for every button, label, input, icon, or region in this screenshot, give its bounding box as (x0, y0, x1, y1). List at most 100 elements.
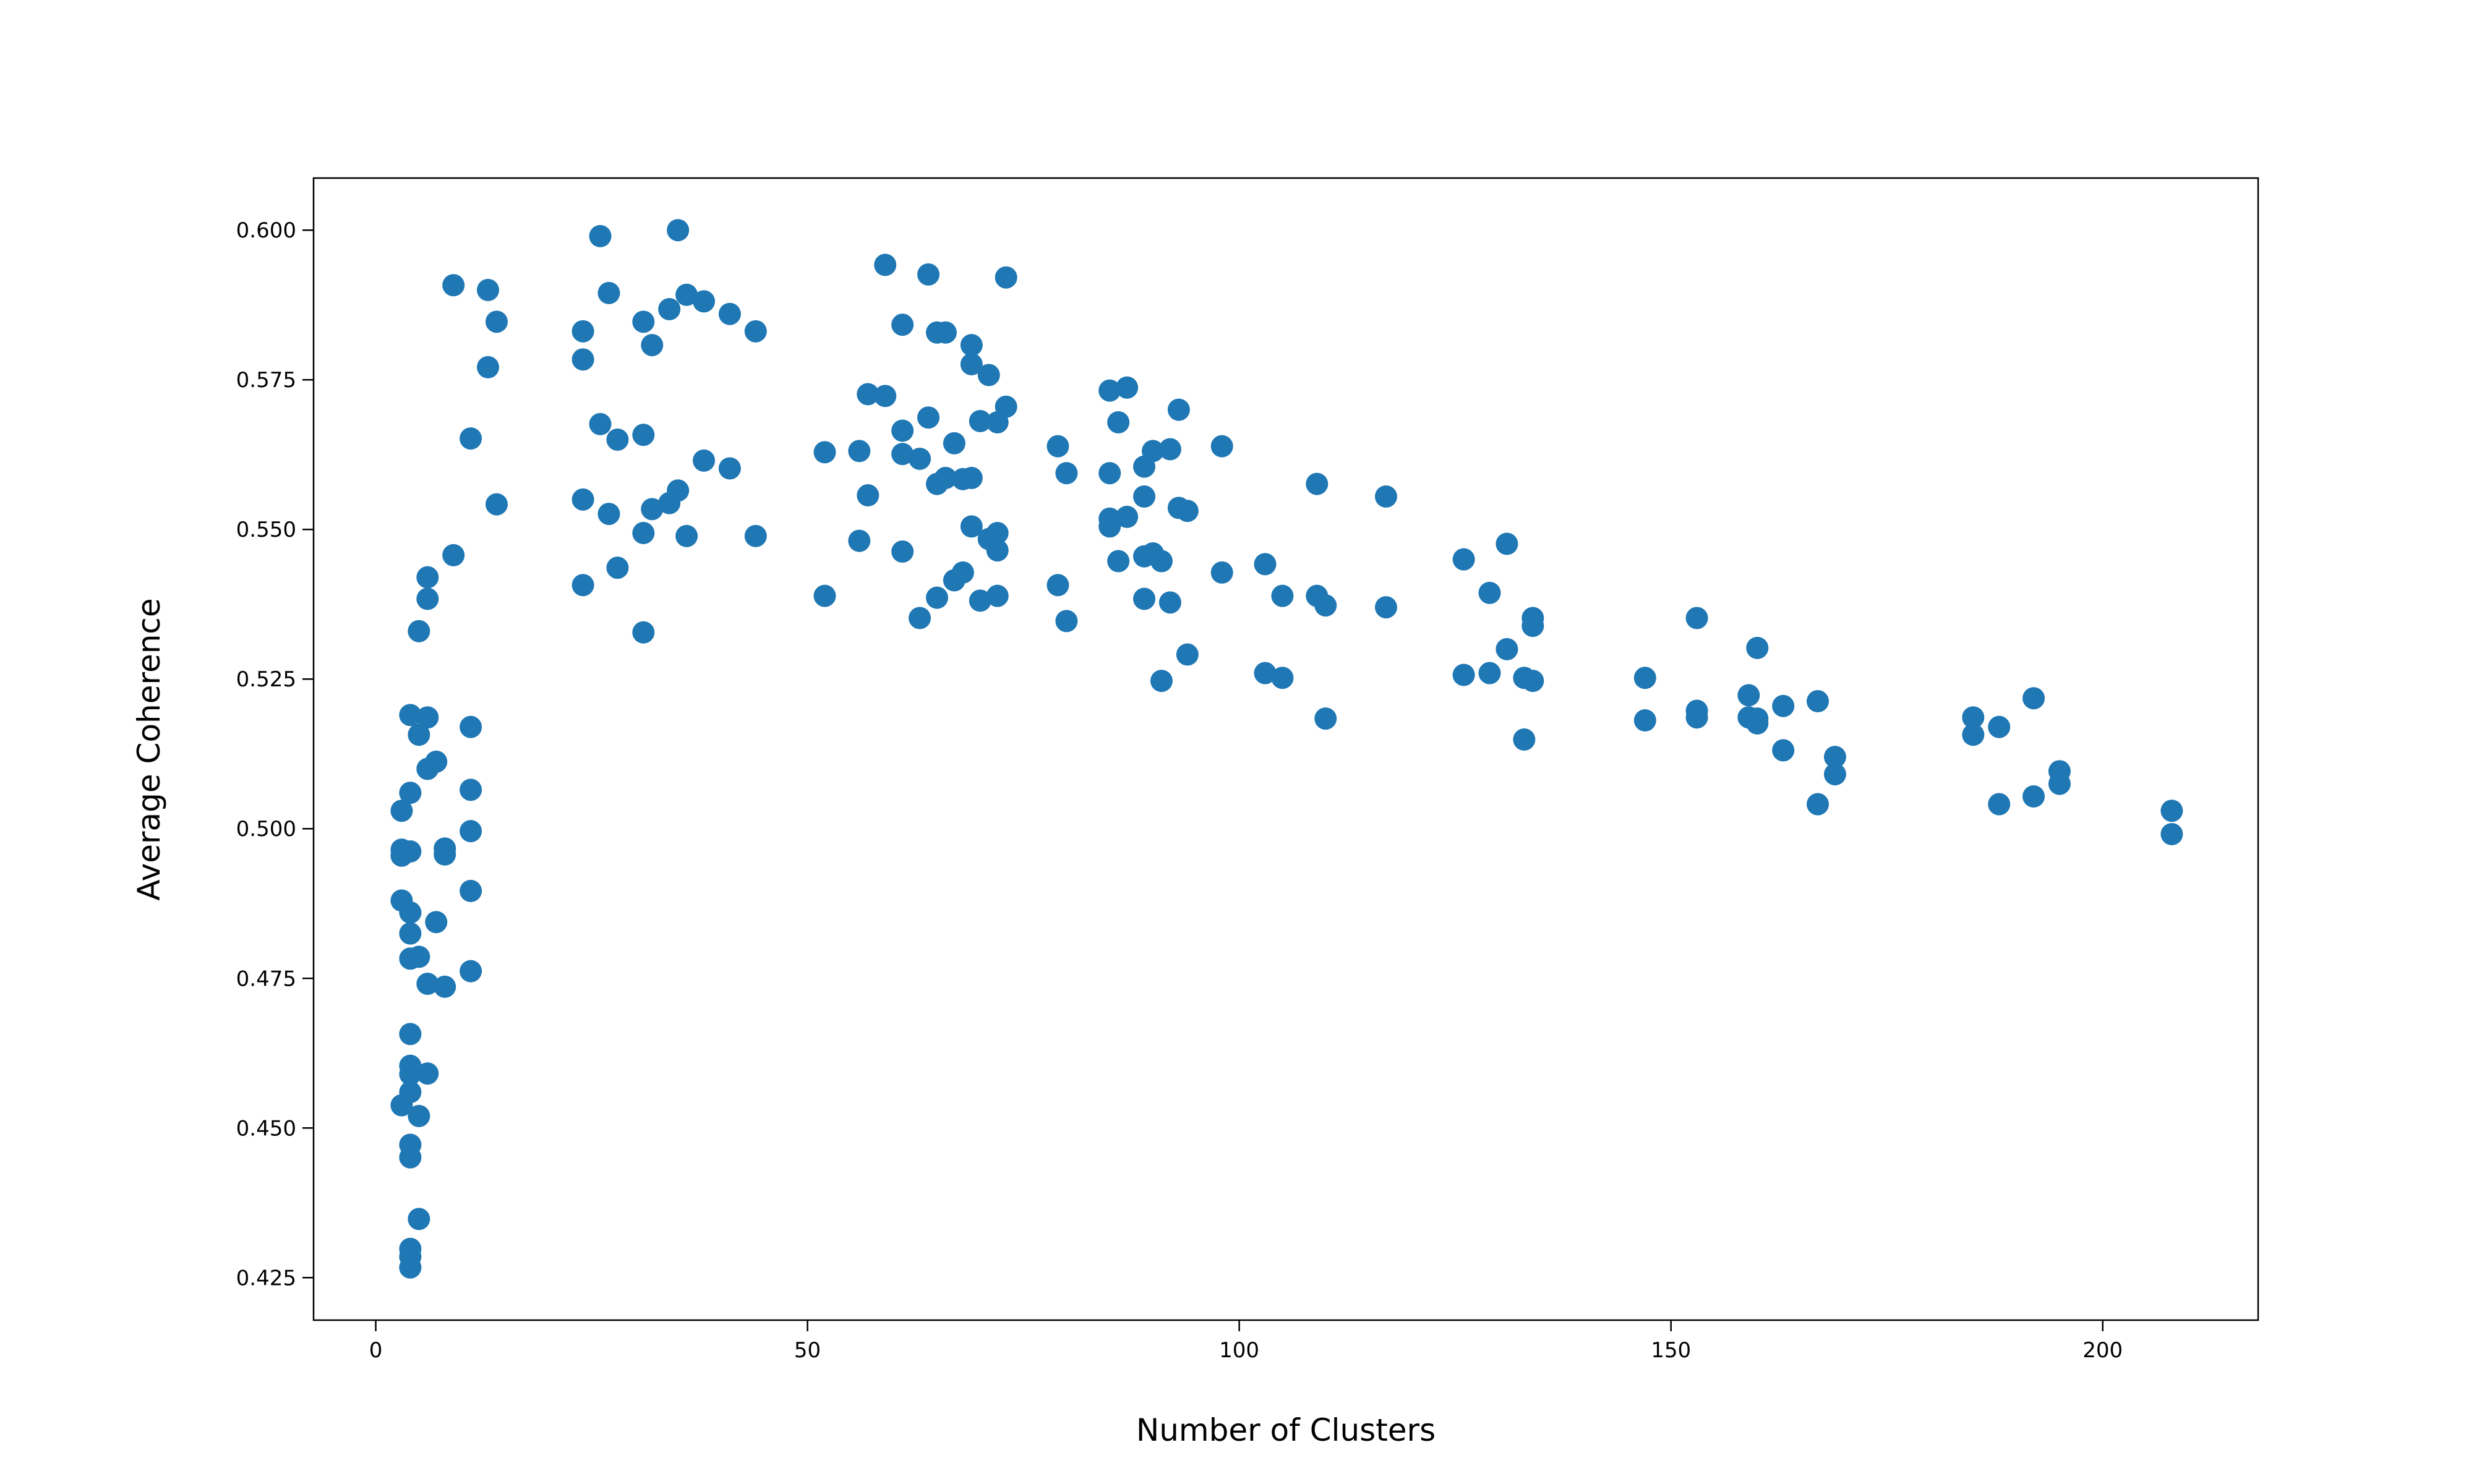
point (813, 584, 836, 607)
point (995, 395, 1017, 418)
point (571, 574, 594, 597)
point (1962, 706, 1985, 729)
point (1633, 709, 1656, 732)
point (1314, 594, 1337, 617)
point (597, 503, 620, 526)
point (1513, 728, 1536, 751)
x-tick-label: 100 (1219, 1338, 1259, 1363)
point (857, 484, 880, 507)
point (960, 334, 983, 357)
point (399, 1081, 422, 1104)
point (1271, 584, 1294, 607)
y-tick-label: 0.600 (236, 218, 296, 243)
point (425, 750, 448, 773)
point (960, 515, 983, 538)
point (909, 607, 931, 629)
point (1962, 723, 1985, 746)
point (1158, 591, 1181, 614)
point (1772, 694, 1795, 717)
point (1150, 550, 1173, 573)
point (399, 840, 422, 863)
point (934, 466, 957, 489)
y-tick-label: 0.525 (236, 667, 296, 692)
point (1496, 638, 1518, 660)
point (589, 224, 612, 247)
point (1158, 438, 1181, 461)
x-tick-label: 50 (794, 1338, 821, 1363)
point (632, 621, 655, 644)
point (675, 283, 698, 306)
point (390, 800, 413, 822)
point (1452, 548, 1475, 571)
point (1633, 667, 1656, 689)
point (1098, 379, 1121, 402)
point (571, 348, 594, 371)
point (1107, 411, 1130, 433)
point (1254, 553, 1277, 576)
point (718, 302, 741, 325)
point (1176, 643, 1199, 666)
point (1685, 607, 1708, 629)
point (408, 1208, 430, 1230)
point (399, 1146, 422, 1169)
point (1306, 472, 1329, 495)
point (399, 1256, 422, 1279)
y-tick-label: 0.550 (236, 518, 296, 542)
point (718, 457, 741, 480)
point (1522, 615, 1544, 638)
point (1746, 636, 1769, 659)
point (960, 466, 983, 489)
point (1988, 715, 2011, 738)
point (874, 254, 897, 276)
point (917, 263, 940, 286)
point (857, 383, 880, 406)
point (2160, 800, 2183, 822)
point (434, 843, 456, 866)
point (1254, 662, 1277, 684)
point (2022, 785, 2045, 808)
point (1167, 398, 1190, 421)
point (925, 586, 948, 609)
point (632, 310, 655, 333)
point (399, 1023, 422, 1046)
point (1133, 485, 1156, 508)
point (632, 424, 655, 446)
point (1116, 505, 1139, 528)
y-tick-label: 0.475 (236, 966, 296, 991)
point (408, 945, 430, 968)
point (1737, 684, 1760, 707)
point (813, 441, 836, 464)
point (460, 427, 482, 450)
point (1098, 515, 1121, 538)
point (399, 704, 422, 727)
point (632, 522, 655, 545)
point (667, 479, 690, 502)
point (399, 1063, 422, 1086)
point (434, 975, 456, 998)
point (1142, 440, 1165, 463)
point (485, 310, 508, 333)
point (744, 524, 767, 547)
point (934, 321, 957, 344)
y-tick-label: 0.575 (236, 368, 296, 393)
point (1478, 581, 1501, 604)
x-axis-label: Number of Clusters (1136, 1412, 1436, 1448)
point (408, 723, 430, 746)
point (1055, 610, 1078, 633)
point (1685, 706, 1708, 729)
point (399, 782, 422, 804)
point (960, 353, 983, 376)
point (606, 429, 629, 451)
point (693, 449, 716, 472)
point (1746, 712, 1769, 735)
point (408, 620, 430, 642)
point (425, 911, 448, 934)
point (477, 279, 500, 302)
point (416, 1062, 439, 1085)
point (416, 566, 439, 589)
point (399, 901, 422, 924)
point (606, 556, 629, 579)
point (1823, 746, 1846, 769)
point (1823, 763, 1846, 786)
point (1047, 435, 1069, 458)
